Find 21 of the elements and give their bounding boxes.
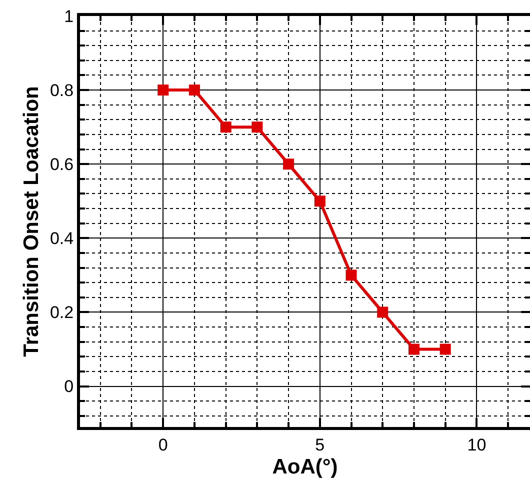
y-tick-label: 0: [64, 377, 74, 396]
point: [314, 196, 326, 207]
point: [252, 122, 263, 133]
x-tick-label: 10: [467, 435, 486, 454]
x-axis-title: AoA(°): [272, 456, 338, 479]
x-tick-label: 0: [158, 435, 168, 454]
point: [188, 84, 200, 96]
y-tick-label: 0.8: [50, 81, 74, 100]
x-tick-label: 5: [315, 435, 325, 454]
point: [158, 84, 169, 96]
point: [408, 344, 420, 355]
point: [440, 344, 451, 355]
y-axis-title: Transition Onset Loacation: [20, 86, 44, 357]
y-tick-label: 0.2: [50, 303, 74, 322]
y-tick-label: 0.6: [50, 155, 74, 174]
point: [220, 122, 232, 133]
point: [377, 306, 388, 318]
y-tick-label: 0.4: [50, 229, 74, 248]
point: [346, 270, 357, 281]
point: [283, 158, 294, 170]
y-tick-label: 1: [64, 6, 74, 26]
